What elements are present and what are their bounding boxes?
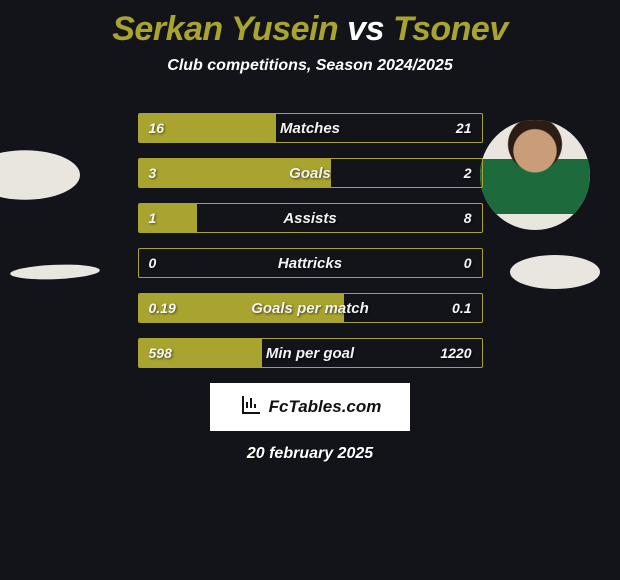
- vs-text: vs: [347, 10, 384, 48]
- stat-right-value: 21: [456, 114, 472, 142]
- stat-label: Min per goal: [139, 339, 482, 367]
- watermark: FcTables.com: [210, 383, 410, 431]
- stat-right-value: 1220: [440, 339, 471, 367]
- player2-flag: [510, 255, 600, 289]
- subtitle: Club competitions, Season 2024/2025: [0, 57, 620, 75]
- stat-bar: 1Assists8: [138, 203, 483, 233]
- date-text: 20 february 2025: [0, 445, 620, 463]
- stat-right-value: 0: [464, 249, 472, 277]
- stats-chart: 16Matches21 3Goals2 1Assists8 0Hattricks0 0.…: [138, 113, 483, 368]
- player1-name: Serkan Yusein: [112, 10, 338, 48]
- player2-name: Tsonev: [393, 10, 508, 48]
- stat-label: Hattricks: [139, 249, 482, 277]
- stat-right-value: 2: [464, 159, 472, 187]
- stat-right-value: 8: [464, 204, 472, 232]
- chart-icon: [239, 393, 263, 422]
- stat-bar: 0Hattricks0: [138, 248, 483, 278]
- stat-label: Matches: [139, 114, 482, 142]
- page-title: Serkan Yusein vs Tsonev: [0, 0, 620, 49]
- stat-label: Goals per match: [139, 294, 482, 322]
- player2-avatar: [480, 120, 590, 230]
- stat-label: Assists: [139, 204, 482, 232]
- stat-right-value: 0.1: [452, 294, 471, 322]
- watermark-text: FcTables.com: [269, 397, 382, 417]
- stat-bar: 16Matches21: [138, 113, 483, 143]
- stat-bar: 3Goals2: [138, 158, 483, 188]
- stat-label: Goals: [139, 159, 482, 187]
- player1-avatar: [0, 150, 80, 200]
- stat-bar: 598Min per goal1220: [138, 338, 483, 368]
- player1-flag: [8, 263, 101, 281]
- stat-bar: 0.19Goals per match0.1: [138, 293, 483, 323]
